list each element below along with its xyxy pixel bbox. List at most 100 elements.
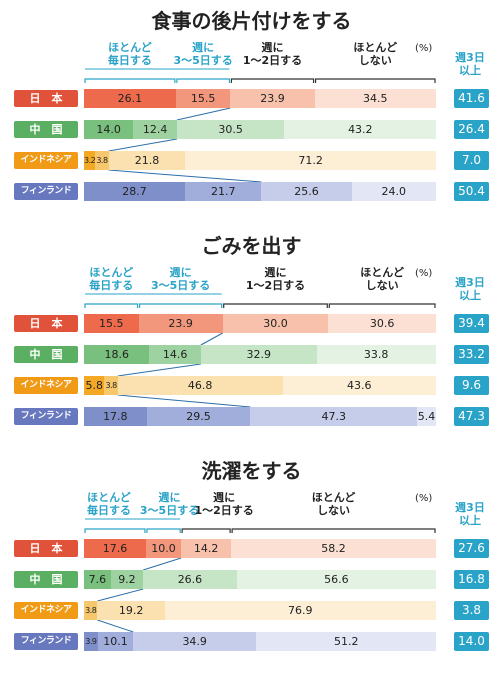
stacked-bar: 18.6 14.6 32.9 33.8 <box>84 345 436 364</box>
unit-label: (%) <box>415 268 433 279</box>
header-bracket <box>146 528 181 533</box>
weekly3-badge: 41.6 <box>454 89 489 108</box>
bar-segment: 71.2 <box>185 151 436 170</box>
header-daily-line: ほとんど <box>108 41 152 54</box>
connector-line <box>97 619 134 633</box>
stacked-bar: 3.8 19.2 76.9 <box>84 601 436 620</box>
connector-line <box>117 363 201 377</box>
bar-segment: 17.6 <box>84 539 146 558</box>
bar-segment: 76.9 <box>164 601 436 620</box>
bar-segment: 43.6 <box>282 376 436 395</box>
bar-segment: 18.6 <box>84 345 150 364</box>
header-bracket <box>84 303 139 308</box>
header-bracket <box>84 528 146 533</box>
country-label: 中 国 <box>14 571 78 588</box>
header-three-five: 週に 3〜5日する <box>163 41 243 67</box>
header-one-two: 週に 1〜2日する <box>235 266 315 292</box>
header-three-five-line: 3〜5日する <box>150 279 211 292</box>
bar-segment: 30.0 <box>222 314 329 333</box>
header-daily-line: 毎日する <box>89 279 134 292</box>
bar-segment: 15.5 <box>175 89 231 108</box>
stacked-bar: 28.7 21.7 25.6 24.0 <box>84 182 436 201</box>
header-weekly3: 週3日 以上 <box>452 501 488 527</box>
bar-segment: 23.9 <box>230 89 315 108</box>
bar-segment: 25.6 <box>261 182 352 201</box>
country-label: フィンランド <box>14 633 78 650</box>
connector-line <box>97 588 144 602</box>
bar-segment: 47.3 <box>250 407 417 426</box>
bar-segment: 3.8 <box>95 151 109 170</box>
header-bracket <box>328 303 436 308</box>
country-label: インドネシア <box>14 152 78 169</box>
header-daily-line: ほとんど <box>89 266 134 279</box>
stacked-bar: 15.5 23.9 30.0 30.6 <box>84 314 436 333</box>
header-one-two-line: 1〜2日する <box>194 504 254 517</box>
connector-line <box>117 394 251 408</box>
header-daily: ほとんど 毎日する <box>90 41 170 67</box>
bar-segment: 21.8 <box>108 151 186 170</box>
weekly3-badge: 27.6 <box>454 539 489 558</box>
bar-segment: 3.2 <box>84 151 96 170</box>
stacked-bar: 17.6 10.0 14.2 58.2 <box>84 539 436 558</box>
header-weekly3-line: 週3日 <box>455 276 485 289</box>
header-three-five-line: 3〜5日する <box>139 504 200 517</box>
header-three-five-line: 3〜5日する <box>173 54 233 67</box>
connector-line <box>200 332 223 346</box>
header-three-five-line: 週に <box>158 491 181 504</box>
country-label: 日 本 <box>14 315 78 332</box>
header-bracket <box>314 78 436 83</box>
unit-label: (%) <box>415 43 433 54</box>
header-rarely-line: ほとんど <box>311 491 356 504</box>
bar-segment: 26.1 <box>84 89 176 108</box>
weekly3-badge: 9.6 <box>454 376 489 395</box>
header-rarely-line: しない <box>317 504 351 517</box>
country-label: フィンランド <box>14 408 78 425</box>
country-label: インドネシア <box>14 602 78 619</box>
header-one-two-line: 1〜2日する <box>242 54 303 67</box>
bar-segment: 26.6 <box>143 570 237 589</box>
chart-title: 食事の後片付けをする <box>151 9 352 33</box>
weekly3-badge: 39.4 <box>454 314 489 333</box>
bar-segment: 10.1 <box>97 632 134 651</box>
bar-segment: 14.6 <box>149 345 201 364</box>
weekly3-badge: 26.4 <box>454 120 489 139</box>
bar-segment: 19.2 <box>97 601 165 620</box>
header-three-five-line: 週に <box>192 41 215 54</box>
stacked-bar: 26.1 15.5 23.9 34.5 <box>84 89 436 108</box>
weekly3-badge: 50.4 <box>454 182 489 201</box>
bar-segment: 12.4 <box>133 120 177 139</box>
bar-segment: 14.2 <box>181 539 232 558</box>
stacked-bar: 7.6 9.2 26.6 56.6 <box>84 570 436 589</box>
weekly3-badge: 14.0 <box>454 632 489 651</box>
header-daily-line: ほとんど <box>87 491 131 504</box>
bar-segment: 17.8 <box>84 407 147 426</box>
weekly3-badge: 7.0 <box>454 151 489 170</box>
header-bracket <box>230 78 315 83</box>
stacked-bar: 3.2 3.8 21.8 71.2 <box>84 151 436 170</box>
bar-segment: 3.8 <box>84 601 98 620</box>
header-daily: ほとんど 毎日する <box>69 491 149 517</box>
bar-segment: 10.0 <box>145 539 182 558</box>
country-label: 日 本 <box>14 90 78 107</box>
stacked-bar: 17.8 29.5 47.3 5.4 <box>84 407 436 426</box>
stacked-bar: 14.0 12.4 30.5 43.2 <box>84 120 437 139</box>
header-weekly3: 週3日 以上 <box>452 51 488 77</box>
bar-segment: 46.8 <box>117 376 283 395</box>
bar-segment: 51.2 <box>256 632 437 651</box>
stacked-bar: 3.9 10.1 34.9 51.2 <box>84 632 437 651</box>
bar-segment: 7.6 <box>84 570 111 589</box>
stacked-bar: 5.8 3.8 46.8 43.6 <box>84 376 436 395</box>
chart-title: ごみを出す <box>201 234 302 258</box>
header-rarely-line: しない <box>365 279 399 292</box>
header-rarely: ほとんど しない <box>335 41 415 67</box>
bar-segment: 5.8 <box>84 376 105 395</box>
chart-panel: ごみを出す ほとんど 毎日する 週に 3〜5日する 週に 1〜2日する ほとんど しない (%) 週… <box>0 230 503 452</box>
country-label: フィンランド <box>14 183 78 200</box>
header-daily-line: 毎日する <box>86 504 131 517</box>
bar-segment: 3.9 <box>84 632 98 651</box>
header-rarely-line: しない <box>358 54 392 67</box>
header-three-five: 週に 3〜5日する <box>141 266 221 292</box>
country-label: 日 本 <box>14 540 78 557</box>
header-rarely-line: ほとんど <box>353 41 398 54</box>
unit-label: (%) <box>415 493 433 504</box>
